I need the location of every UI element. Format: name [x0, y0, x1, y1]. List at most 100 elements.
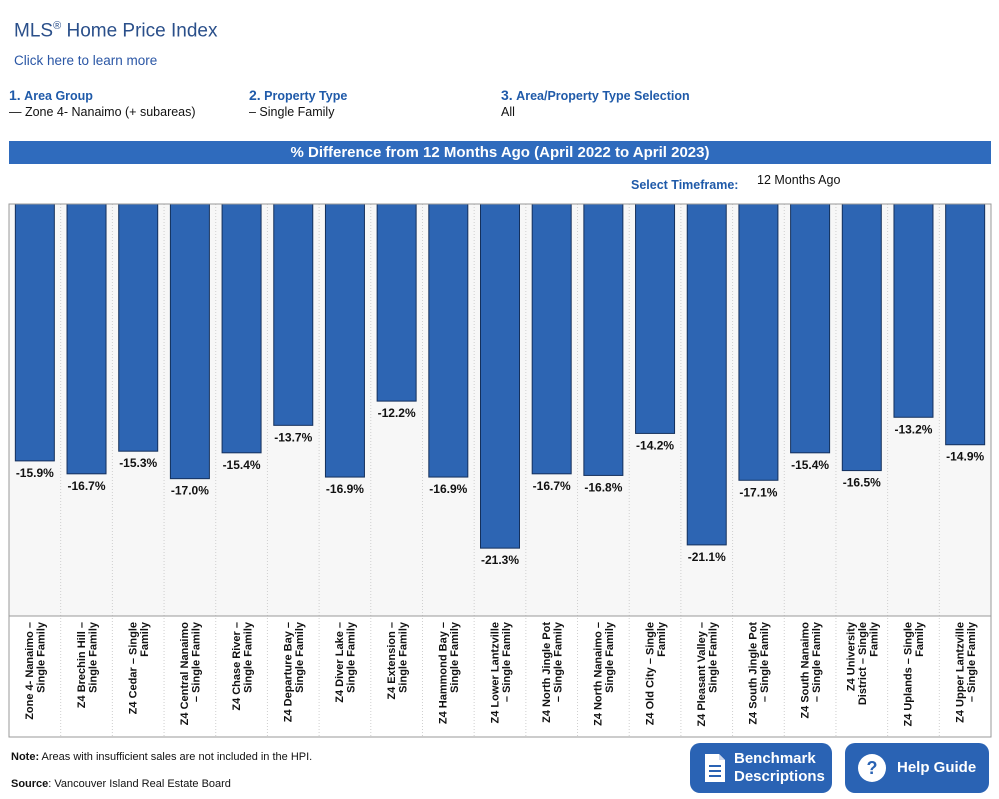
data-label: -12.2% [378, 406, 416, 420]
svg-text:Z4 Hammond Bay –Single Family: Z4 Hammond Bay –Single Family [438, 621, 462, 724]
bar [428, 203, 469, 478]
svg-text:Z4 Brechin Hill –Single Family: Z4 Brechin Hill –Single Family [76, 621, 100, 708]
tick-label: Z4 Hammond Bay –Single Family [438, 621, 462, 724]
data-label: -16.8% [584, 480, 622, 494]
data-label: -21.1% [688, 550, 726, 564]
tick-label: Z4 Cedar – SingleFamily [127, 621, 151, 714]
bar [893, 203, 934, 418]
benchmark-label-line2: Descriptions [734, 768, 825, 785]
data-label: -17.1% [739, 485, 777, 499]
svg-text:Z4 UniversityDistrict – Single: Z4 UniversityDistrict – SingleFamily [845, 621, 880, 705]
data-label: -17.0% [171, 484, 209, 498]
bar [531, 203, 572, 475]
tick-label: Z4 North Nanaimo –Single Family [593, 621, 617, 726]
learn-more-link[interactable]: Click here to learn more [14, 53, 158, 68]
bar [324, 203, 365, 478]
tick-label: Z4 Central Nanaimo– Single Family [179, 621, 203, 725]
data-label: -14.2% [636, 438, 674, 452]
area-group-value[interactable]: — Zone 4- Nanaimo (+ subareas) [9, 105, 196, 119]
data-label: -13.7% [274, 430, 312, 444]
tick-label: Z4 South Jingle Pot– Single Family [748, 621, 772, 725]
bar [221, 203, 262, 454]
tick-label: Z4 Uplands – SingleFamily [903, 621, 927, 726]
data-label: -16.7% [68, 479, 106, 493]
tick-label: Z4 North Jingle Pot– Single Family [541, 621, 565, 723]
tick-label: Z4 Brechin Hill –Single Family [76, 621, 100, 708]
footer-source: Source: Vancouver Island Real Estate Boa… [11, 778, 231, 790]
tick-label: Z4 South Nanaimo– Single Family [799, 621, 823, 718]
svg-text:?: ? [867, 758, 878, 778]
area-group-selector[interactable]: 1. Area Group — Zone 4- Nanaimo (+ subar… [9, 87, 196, 119]
svg-text:Z4 Extension –Single Family: Z4 Extension –Single Family [386, 621, 410, 700]
svg-text:Z4 Lower Lantzville– Single Fa: Z4 Lower Lantzville– Single Family [489, 621, 513, 723]
tick-label: Z4 Chase River –Single Family [231, 621, 255, 711]
help-guide-button[interactable]: ? Help Guide [845, 743, 989, 793]
svg-text:Z4 South Jingle Pot– Single Fa: Z4 South Jingle Pot– Single Family [748, 621, 772, 725]
bar [118, 203, 159, 452]
bar [376, 203, 417, 402]
tick-label: Z4 UniversityDistrict – SingleFamily [845, 621, 880, 705]
data-label: -15.9% [16, 466, 54, 480]
property-type-selector[interactable]: 2. Property Type – Single Family [249, 87, 348, 119]
document-icon [705, 754, 725, 782]
area-property-selection-value[interactable]: All [501, 105, 515, 119]
svg-text:Z4 Diver Lake –Single Family: Z4 Diver Lake –Single Family [334, 621, 358, 703]
area-property-selection-selector[interactable]: 3. Area/Property Type Selection All [501, 87, 690, 119]
bar-chart: -15.9% Zone 4- Nanaimo –Single Family -16.… [8, 203, 992, 738]
bar [480, 203, 520, 549]
tick-label: Z4 Diver Lake –Single Family [334, 621, 358, 703]
data-label: -13.2% [894, 422, 932, 436]
data-label: -16.9% [326, 482, 364, 496]
svg-text:Zone 4- Nanaimo –Single Family: Zone 4- Nanaimo –Single Family [24, 621, 48, 720]
svg-text:Z4 South Nanaimo– Single Famil: Z4 South Nanaimo– Single Family [799, 621, 823, 718]
data-label: -14.9% [946, 450, 984, 464]
property-type-value[interactable]: – Single Family [249, 105, 335, 119]
page-title: MLS® Home Price Index [14, 20, 218, 42]
svg-text:Z4 North Nanaimo –Single Famil: Z4 North Nanaimo –Single Family [593, 621, 617, 726]
tick-label: Z4 Lower Lantzville– Single Family [489, 621, 513, 723]
bar [273, 203, 314, 426]
chart-title-banner: % Difference from 12 Months Ago (April 2… [9, 141, 991, 164]
bar [790, 203, 831, 454]
bar [14, 203, 55, 462]
bar [945, 203, 986, 446]
question-circle-icon: ? [858, 754, 886, 782]
data-label: -21.3% [481, 553, 519, 567]
svg-text:Z4 Central Nanaimo– Single Fam: Z4 Central Nanaimo– Single Family [179, 621, 203, 725]
data-label: -16.7% [533, 479, 571, 493]
timeframe-label: Select Timeframe: [631, 178, 739, 192]
bar [738, 203, 779, 481]
property-type-label: Property Type [264, 89, 348, 103]
svg-text:Z4 Uplands – SingleFamily: Z4 Uplands – SingleFamily [903, 621, 927, 726]
svg-text:Z4 Chase River –Single Family: Z4 Chase River –Single Family [231, 621, 255, 711]
data-label: -15.4% [791, 458, 829, 472]
svg-text:Z4 Old City – SingleFamily: Z4 Old City – SingleFamily [644, 621, 668, 725]
data-label: -15.4% [223, 458, 261, 472]
tick-label: Zone 4- Nanaimo –Single Family [24, 621, 48, 720]
svg-text:Z4 Cedar – SingleFamily: Z4 Cedar – SingleFamily [127, 621, 151, 714]
footer-note: Note: Areas with insufficient sales are … [11, 751, 313, 763]
bar [66, 203, 107, 475]
svg-text:Z4 North Jingle Pot– Single Fa: Z4 North Jingle Pot– Single Family [541, 621, 565, 723]
svg-text:Z4 Pleasant Valley –Single Fam: Z4 Pleasant Valley –Single Family [696, 621, 720, 726]
bar [169, 203, 210, 480]
tick-label: Z4 Departure Bay –Single Family [283, 621, 307, 722]
help-guide-label: Help Guide [897, 759, 977, 776]
bar [635, 203, 676, 434]
data-label: -15.3% [119, 456, 157, 470]
area-group-label: Area Group [24, 89, 93, 103]
svg-text:Z4 Upper Lantzville– Single Fa: Z4 Upper Lantzville– Single Family [954, 621, 978, 723]
benchmark-label-line1: Benchmark [734, 750, 816, 767]
svg-text:Z4 Departure Bay –Single Famil: Z4 Departure Bay –Single Family [283, 621, 307, 722]
area-property-selection-label: Area/Property Type Selection [516, 89, 690, 103]
bar [686, 203, 727, 546]
tick-label: Z4 Old City – SingleFamily [644, 621, 668, 725]
benchmark-descriptions-button[interactable]: Benchmark Descriptions [690, 743, 832, 793]
timeframe-dropdown[interactable]: 12 Months Ago [757, 173, 841, 187]
tick-label: Z4 Extension –Single Family [386, 621, 410, 700]
bar [583, 203, 624, 476]
tick-label: Z4 Pleasant Valley –Single Family [696, 621, 720, 726]
data-label: -16.9% [429, 482, 467, 496]
data-label: -16.5% [843, 476, 881, 490]
chart-frame [8, 203, 992, 738]
